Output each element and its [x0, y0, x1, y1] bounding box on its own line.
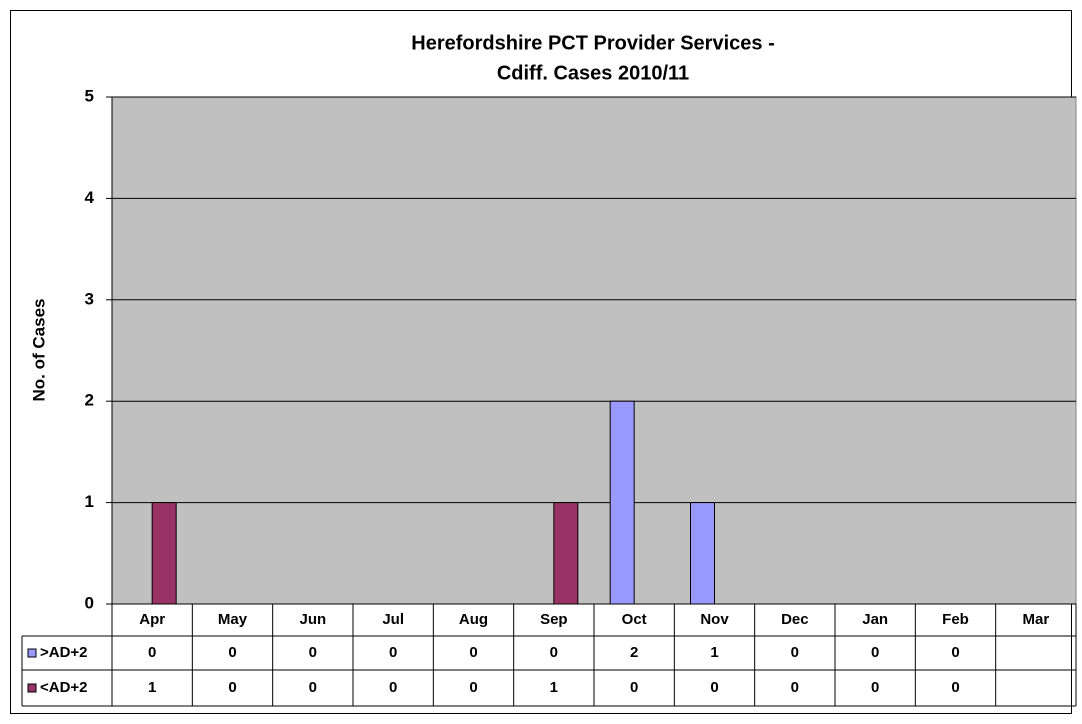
x-tick-label: May — [218, 611, 248, 628]
x-tick-label: Oct — [622, 611, 647, 628]
x-tick-label: Feb — [942, 611, 969, 628]
table-value: 0 — [951, 644, 959, 661]
table-value: 2 — [630, 644, 638, 661]
table-value: 0 — [389, 644, 397, 661]
y-tick-label: 4 — [85, 188, 95, 207]
bar — [151, 502, 177, 605]
table-value: 0 — [550, 644, 558, 661]
chart-title: Cdiff. Cases 2010/11 — [497, 62, 689, 84]
legend-key — [27, 648, 37, 658]
y-axis-label: No. of Cases — [29, 299, 48, 402]
table-value: 1 — [550, 679, 558, 696]
bar — [609, 400, 635, 605]
table-value: 0 — [389, 679, 397, 696]
table-value: 0 — [228, 679, 236, 696]
y-tick-label: 3 — [85, 289, 94, 308]
legend-key — [27, 683, 37, 693]
table-value: 0 — [791, 679, 799, 696]
table-value: 0 — [148, 644, 156, 661]
table-value: 0 — [469, 679, 477, 696]
table-value: 0 — [871, 644, 879, 661]
x-tick-label: Dec — [781, 611, 809, 628]
x-tick-label: Mar — [1022, 611, 1049, 628]
table-value: 0 — [309, 644, 317, 661]
y-tick-label: 0 — [85, 593, 94, 612]
table-value: 0 — [630, 679, 638, 696]
table-value: 0 — [469, 644, 477, 661]
table-value: 0 — [791, 644, 799, 661]
table-value: 1 — [148, 679, 156, 696]
legend-label: >AD+2 — [40, 644, 88, 661]
x-tick-label: Apr — [139, 611, 165, 628]
chart-title: Herefordshire PCT Provider Services - — [411, 32, 774, 54]
y-tick-label: 1 — [85, 492, 94, 511]
table-value: 0 — [309, 679, 317, 696]
bar — [690, 502, 715, 605]
y-tick-label: 2 — [85, 391, 94, 410]
x-tick-label: Sep — [540, 611, 568, 628]
table-value: 1 — [710, 644, 718, 661]
x-tick-label: Jan — [862, 611, 888, 628]
plot-area — [111, 96, 1077, 605]
x-tick-label: Aug — [459, 611, 488, 628]
table-value: 0 — [951, 679, 959, 696]
x-tick-label: Nov — [700, 611, 729, 628]
bar — [553, 502, 579, 605]
table-value: 0 — [871, 679, 879, 696]
x-tick-label: Jul — [382, 611, 404, 628]
table-value: 0 — [710, 679, 718, 696]
y-tick-label: 5 — [85, 86, 94, 105]
table-value: 0 — [228, 644, 236, 661]
legend-label: <AD+2 — [40, 679, 88, 696]
x-tick-label: Jun — [299, 611, 326, 628]
